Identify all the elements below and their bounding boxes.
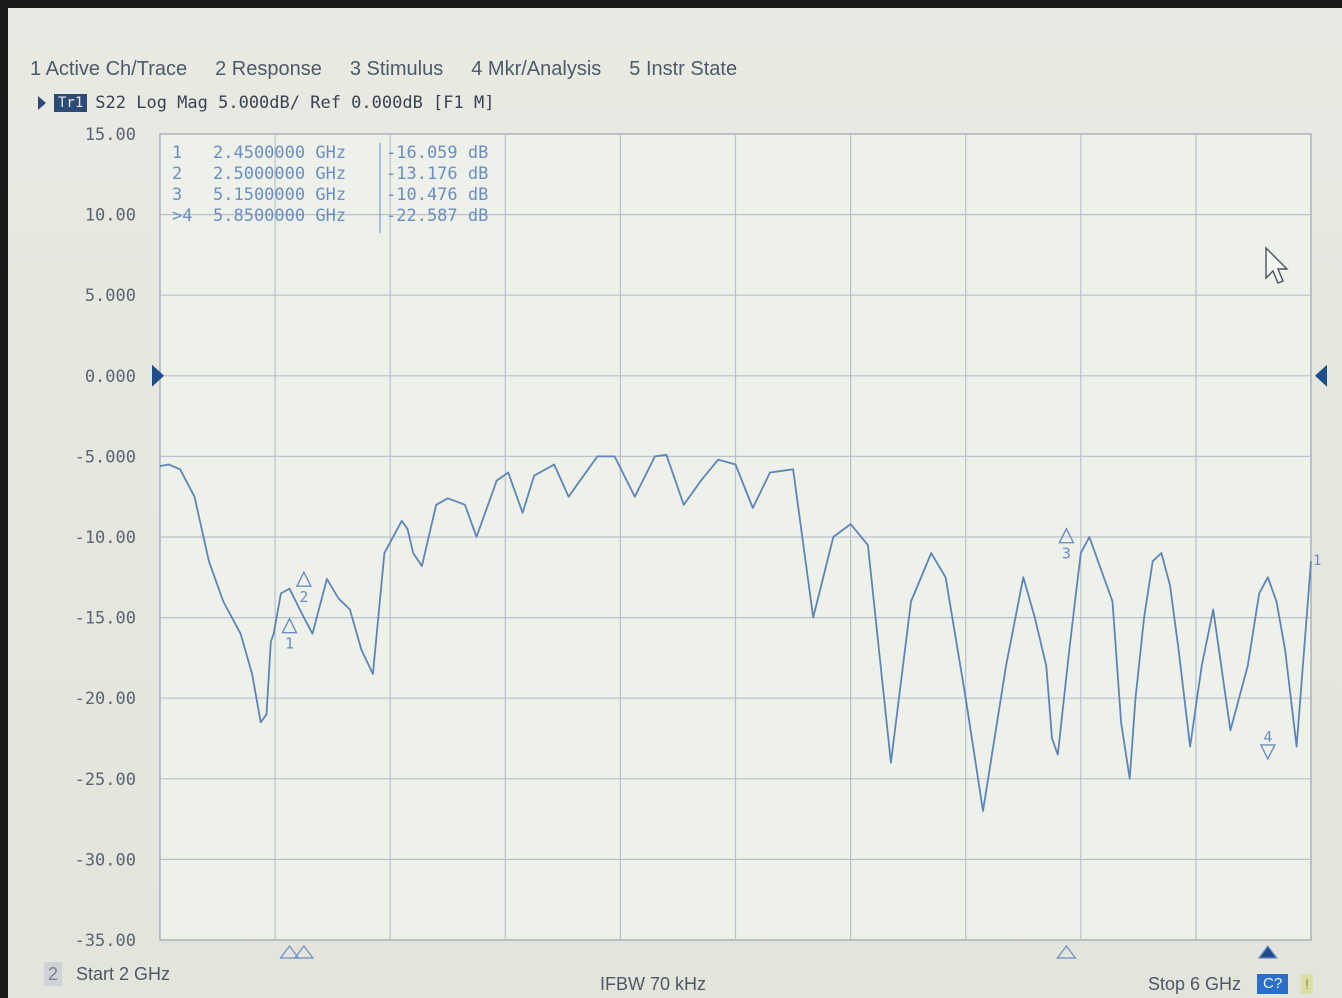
marker-1-triangle [281,617,298,634]
trace-line [159,453,1312,812]
marker-4-label: 4 [1263,728,1272,746]
menu-active-ch-trace[interactable]: 1 Active Ch/Trace [30,57,188,80]
y-tick-label: -25.00 [75,770,136,790]
marker-1-label: 1 [285,635,294,653]
ifbw-label[interactable]: IFBW 70 kHz [600,974,707,994]
menu-response[interactable]: 2 Response [215,57,322,80]
marker-1-axis-indicator [279,945,300,959]
marker-table-freq: 5.1500000 GHz [213,185,346,205]
y-tick-label: -30.00 [75,850,136,870]
marker-table-freq: 2.4500000 GHz [213,143,346,163]
marker-table-id: >4 [172,206,192,226]
trace-active-arrow-icon [38,96,46,110]
markers: 1 2 3 4 [279,527,1279,959]
trace-end-label: 1 [1313,553,1321,569]
y-tick-label: -35.00 [75,931,136,951]
y-tick-label: 15.00 [85,125,136,145]
y-tick-label: -10.00 [75,528,136,548]
y-tick-label: 5.000 [85,286,136,306]
reference-markers: 1 [152,364,1327,569]
menu-instr-state[interactable]: 5 Instr State [629,57,738,80]
marker-table-value: -10.476 dB [386,185,488,205]
calibration-status-badge[interactable]: C? [1257,974,1289,994]
marker-table-value: -13.176 dB [386,164,488,184]
marker-table: 1 2.4500000 GHz -16.059 dB 2 2.5000000 GHz -1… [172,143,488,233]
marker-table-id: 3 [172,185,182,205]
grid [160,134,1311,940]
marker-table-id: 2 [172,164,182,184]
trace-header: Tr1 S22 Log Mag 5.000dB/ Ref 0.000dB [F1… [38,92,494,114]
marker-table-id: 1 [172,143,182,163]
y-tick-label: -5.000 [75,447,136,467]
marker-table-value: -16.059 dB [386,143,488,163]
marker-3-axis-indicator [1056,945,1077,959]
marker-2-label: 2 [299,588,308,606]
trace-plot: 15.00 10.00 5.000 0.000 -5.000 -10.00 -15.00 -2… [75,125,1327,959]
mouse-cursor-icon [1265,246,1289,284]
menu-bar: 1 Active Ch/Trace 2 Response 3 Stimulus … [28,46,1328,92]
ref-level-right-icon [1315,364,1327,387]
trace-settings-text: S22 Log Mag 5.000dB/ Ref 0.000dB [F1 M] [95,93,495,113]
cursor-arrow [1265,246,1289,284]
menu-mkr-analysis[interactable]: 4 Mkr/Analysis [471,57,602,80]
warning-badge[interactable]: ! [1301,974,1313,994]
y-axis-tick-labels: 15.00 10.00 5.000 0.000 -5.000 -10.00 -15.00 -2… [75,125,136,951]
marker-3-label: 3 [1062,545,1071,563]
menu-stimulus[interactable]: 3 Stimulus [349,57,444,80]
y-tick-label: 10.00 [85,206,136,226]
y-tick-label: -20.00 [75,689,136,709]
stop-frequency[interactable]: Stop 6 GHz [1148,974,1242,994]
marker-table-freq: 2.5000000 GHz [213,164,346,184]
marker-3-triangle [1058,527,1075,544]
marker-4-axis-indicator [1257,945,1279,959]
y-tick-label: -15.00 [75,609,136,629]
channel-number[interactable]: 2 [44,962,63,986]
marker-2-axis-indicator [293,945,315,959]
analyzer-screen: 1 Active Ch/Trace 2 Response 3 Stimulus … [8,8,1342,998]
marker-4-triangle [1259,744,1276,761]
status-bar: 2 Start 2 GHz IFBW 70 kHz Stop 6 GHz C? … [8,962,1342,998]
y-tick-label: 0.000 [85,367,136,387]
start-frequency[interactable]: Start 2 GHz [76,964,171,984]
ref-level-left-icon [152,364,164,387]
marker-table-value: -22.587 dB [386,206,488,226]
marker-2-triangle [295,570,313,587]
trace-badge[interactable]: Tr1 [54,94,88,112]
marker-table-freq: 5.8500000 GHz [213,206,346,226]
